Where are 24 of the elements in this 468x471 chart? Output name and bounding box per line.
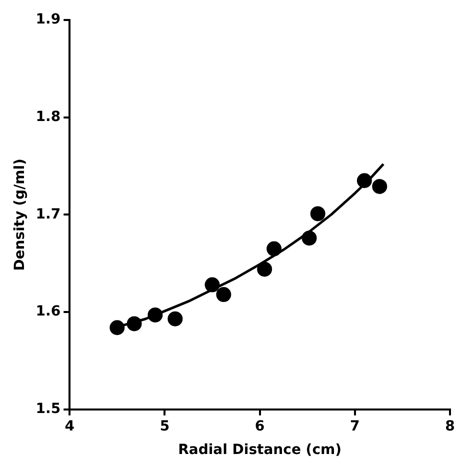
- point: [168, 311, 183, 326]
- y-tick-label: 1.6: [36, 304, 61, 320]
- point: [148, 307, 163, 322]
- x-tick-label: 5: [160, 418, 170, 434]
- point: [110, 320, 125, 336]
- point: [266, 241, 282, 256]
- x-tick-label: 4: [64, 418, 75, 434]
- x-tick-label: 6: [254, 418, 265, 434]
- y-tick-label: 1.9: [36, 12, 61, 28]
- point: [310, 206, 326, 222]
- x-tick-label: 8: [445, 418, 455, 434]
- y-tick-label: 1.7: [36, 206, 61, 222]
- point: [216, 287, 232, 302]
- point: [257, 262, 272, 277]
- x-tick-label: 7: [350, 418, 360, 434]
- point: [204, 277, 220, 292]
- y-axis-title: Density (g/ml): [12, 158, 28, 271]
- point: [372, 178, 388, 194]
- point: [126, 316, 142, 332]
- y-tick-label: 1.8: [36, 108, 61, 125]
- point: [356, 173, 372, 188]
- y-tick-label: 1.5: [36, 401, 61, 418]
- point: [302, 230, 317, 246]
- x-axis-title: Radial Distance (cm): [178, 442, 342, 458]
